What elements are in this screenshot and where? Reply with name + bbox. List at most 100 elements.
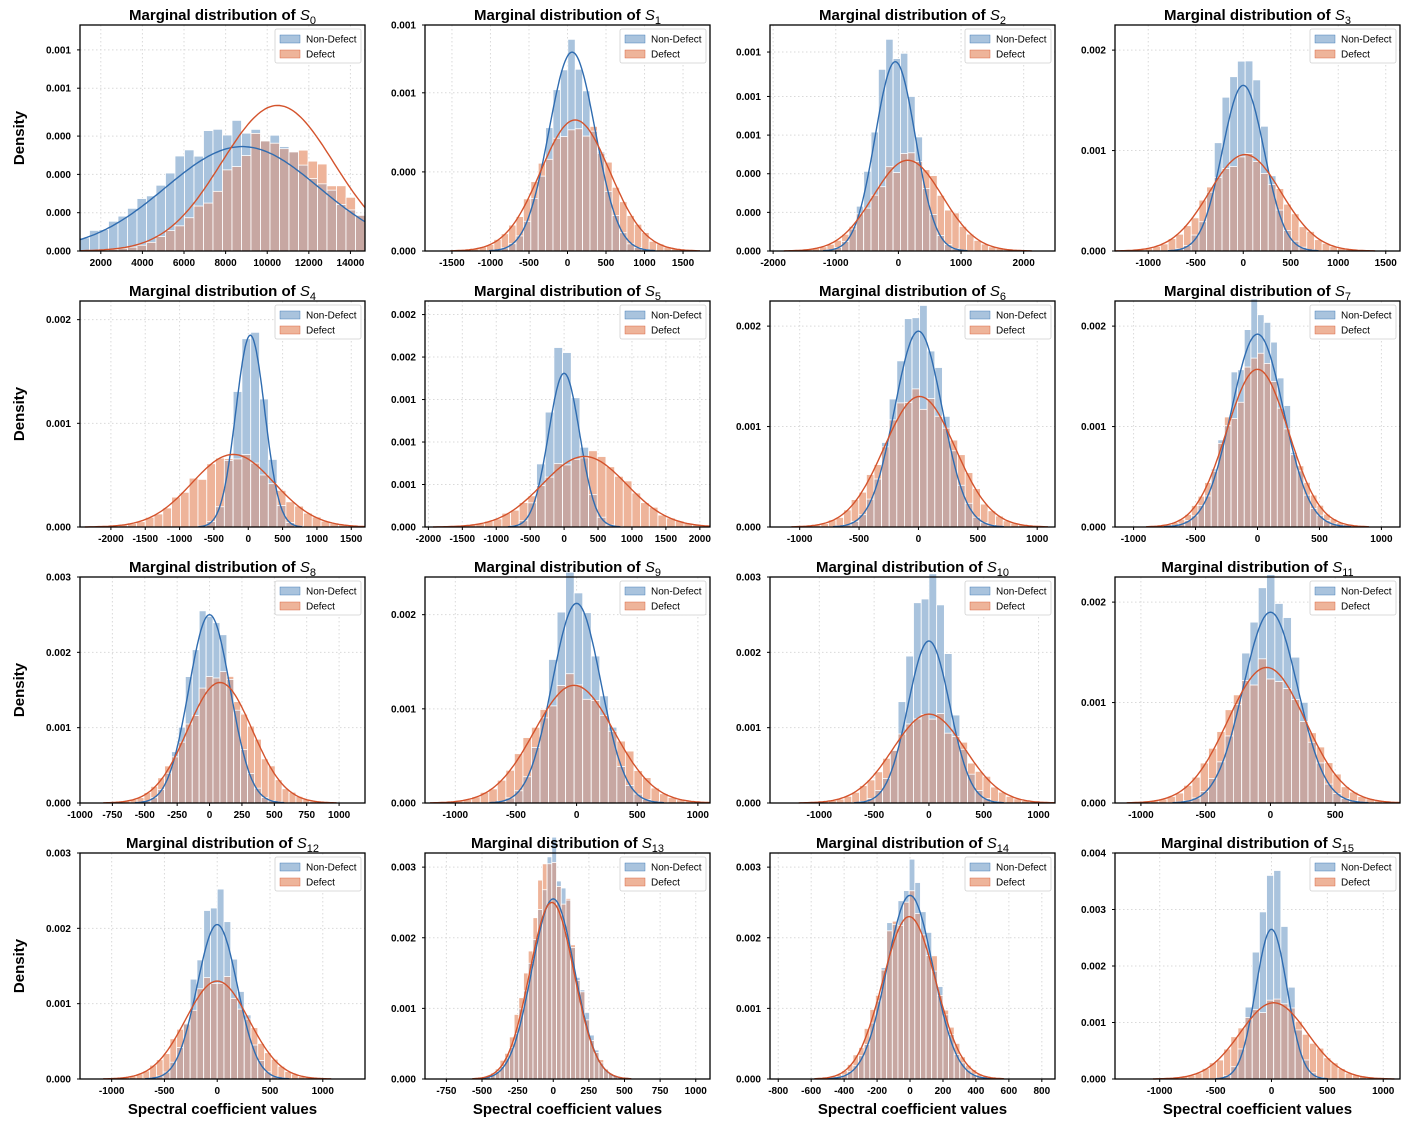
histogram-bar-overlap: [224, 460, 233, 527]
histogram-bar-overlap: [892, 924, 898, 1079]
histogram-bar-overlap: [185, 218, 195, 251]
y-tick-label: 0.002: [736, 933, 761, 944]
histogram-bar-overlap: [242, 455, 251, 527]
legend-swatch-non-defect: [280, 311, 300, 319]
x-tick-label: 800: [1033, 1086, 1050, 1097]
x-tick-label: 1000: [1370, 534, 1393, 545]
histogram-bar: [606, 467, 615, 527]
x-tick-label: 6000: [173, 258, 196, 269]
panel-title: Marginal distribution of S3: [1164, 7, 1351, 27]
legend-swatch-defect: [280, 602, 300, 610]
title-symbol: S: [1332, 835, 1342, 852]
title-symbol: S: [1332, 559, 1342, 576]
y-tick-label: 0.001: [736, 92, 761, 103]
title-symbol: S: [300, 7, 310, 24]
x-tick-label: 500: [1319, 1086, 1336, 1097]
panel-title: Marginal distribution of S10: [816, 559, 1009, 579]
histogram-bar-overlap: [921, 714, 929, 803]
histogram-bar-overlap: [233, 459, 242, 527]
y-tick-label: 0.001: [391, 704, 416, 715]
x-tick-label: -1000: [443, 810, 469, 821]
y-tick-label: 0.001: [46, 999, 71, 1010]
legend-swatch-defect: [970, 50, 990, 58]
histogram-bar-overlap: [932, 971, 938, 1079]
x-tick-label: 1500: [672, 258, 695, 269]
legend-label-non-defect: Non-Defect: [996, 863, 1047, 874]
histogram-bar-overlap: [251, 133, 261, 251]
legend-label-non-defect: Non-Defect: [1341, 587, 1392, 598]
histogram-bar-overlap: [327, 190, 337, 251]
histogram-bar: [268, 766, 275, 803]
legend-label-non-defect: Non-Defect: [651, 35, 702, 46]
x-tick-label: 0: [574, 810, 580, 821]
histogram-bar-overlap: [583, 699, 592, 803]
histogram-bar-overlap: [915, 913, 921, 1079]
histogram-bar: [180, 492, 189, 527]
histogram-bar-overlap: [192, 716, 199, 803]
histogram-bar-overlap: [898, 925, 904, 1079]
legend-label-non-defect: Non-Defect: [651, 863, 702, 874]
legend-label-defect: Defect: [651, 878, 680, 889]
x-tick-label: -2000: [416, 534, 442, 545]
y-tick-label: 0.002: [391, 310, 416, 321]
x-tick-label: -1000: [483, 534, 509, 545]
histogram-bar-overlap: [1268, 184, 1276, 251]
title-subscript: 5: [655, 291, 661, 303]
histogram-bar-overlap: [937, 714, 945, 803]
y-tick-label: 0.000: [391, 167, 416, 178]
histogram-bar-overlap: [270, 143, 280, 251]
histogram-bar-overlap: [1284, 429, 1291, 527]
x-tick-label: -500: [506, 810, 526, 821]
legend-swatch-defect: [970, 326, 990, 334]
legend-swatch-defect: [970, 602, 990, 610]
y-tick-label: 0.004: [1081, 849, 1106, 860]
legend-label-defect: Defect: [306, 326, 335, 337]
title-text: Marginal distribution of: [1164, 7, 1335, 24]
x-tick-label: 500: [1311, 534, 1328, 545]
y-tick-label: 0.000: [46, 1075, 71, 1086]
title-subscript: 0: [310, 15, 316, 27]
panel-title: Marginal distribution of S5: [474, 283, 661, 303]
y-tick-label: 0.000: [1081, 523, 1106, 534]
title-subscript: 1: [655, 15, 661, 27]
histogram-bar-overlap: [944, 733, 952, 803]
histogram-bar-overlap: [1271, 381, 1278, 527]
title-subscript: 2: [1000, 15, 1006, 27]
histogram-bar: [198, 479, 207, 527]
histogram-bar-overlap: [973, 517, 981, 527]
histogram-bar-overlap: [1233, 705, 1241, 803]
legend-swatch-defect: [1315, 878, 1335, 886]
histogram-bar-overlap: [886, 167, 893, 251]
histogram-bar-overlap: [147, 242, 157, 251]
title-symbol: S: [645, 283, 655, 300]
histogram-bar-overlap: [590, 131, 597, 251]
histogram-bar-overlap: [213, 678, 220, 803]
x-tick-label: -500: [519, 258, 539, 269]
legend-label-non-defect: Non-Defect: [1341, 863, 1392, 874]
x-tick-label: 1000: [621, 534, 644, 545]
panel-title: Marginal distribution of S13: [471, 835, 664, 855]
y-tick-label: 0.001: [46, 84, 71, 95]
histogram-bar-overlap: [608, 731, 617, 803]
x-tick-label: 0: [926, 810, 932, 821]
legend-swatch-defect: [1315, 50, 1335, 58]
x-tick-label: 1000: [306, 534, 329, 545]
histogram-bar-overlap: [204, 978, 211, 1079]
x-tick-label: -750: [102, 810, 122, 821]
panel-title: Marginal distribution of S14: [816, 835, 1009, 855]
y-tick-label: 0.002: [46, 315, 71, 326]
histogram-bar-overlap: [1231, 418, 1238, 527]
histogram-bar: [1216, 1060, 1223, 1079]
histogram-bar-overlap: [904, 402, 912, 527]
title-text: Marginal distribution of: [474, 283, 645, 300]
histogram-bar-overlap: [575, 129, 582, 251]
x-tick-label: 0: [896, 258, 902, 269]
histogram-bar-overlap: [545, 477, 554, 527]
legend-swatch-non-defect: [1315, 863, 1335, 871]
histogram-bar-overlap: [557, 686, 566, 803]
